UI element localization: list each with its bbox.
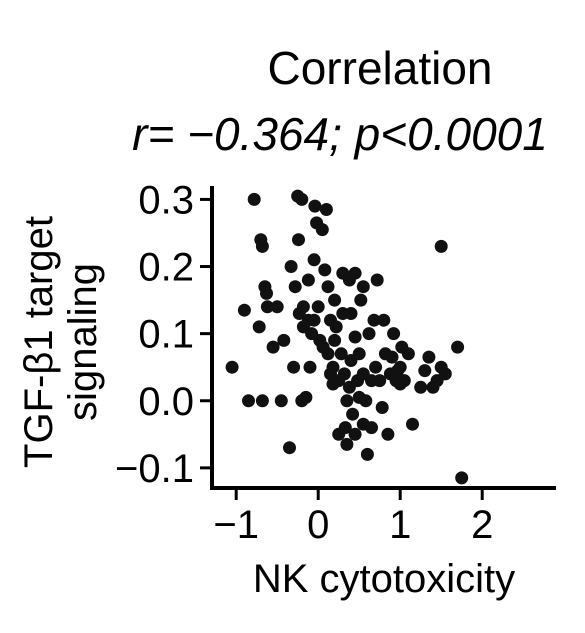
data-point-39 [318, 263, 332, 277]
x-tick-label: 1 [389, 503, 411, 547]
data-point-29 [303, 360, 317, 374]
y-tick-label: 0.1 [138, 313, 194, 357]
data-point-45 [326, 360, 340, 374]
data-point-86 [381, 427, 395, 441]
data-point-93 [393, 360, 407, 374]
data-point-81 [370, 273, 384, 287]
data-point-99 [418, 364, 432, 378]
data-point-42 [321, 347, 335, 361]
data-point-14 [277, 333, 291, 347]
data-point-24 [296, 300, 310, 314]
ticks: −0.1 0.0 0.1 0.2 0.3 −1 0 1 2 [115, 178, 493, 547]
data-point-52 [334, 347, 348, 361]
axes [210, 186, 556, 490]
data-point-100 [422, 350, 436, 364]
data-point-17 [287, 360, 301, 374]
x-tick-label: 2 [471, 503, 493, 547]
data-point-55 [337, 367, 351, 381]
data-point-18 [288, 280, 302, 294]
data-point-103 [434, 239, 448, 253]
data-point-70 [354, 293, 368, 307]
data-point-33 [308, 199, 322, 213]
data-point-47 [328, 293, 342, 307]
data-point-40 [319, 203, 333, 216]
data-point-1 [237, 303, 251, 317]
data-point-75 [360, 447, 374, 461]
data-point-26 [299, 390, 313, 404]
data-point-56 [338, 421, 352, 435]
data-point-65 [348, 330, 362, 344]
data-point-97 [406, 417, 419, 431]
y-tick-label: 0.3 [138, 178, 194, 222]
chart-title: Correlation [268, 42, 493, 94]
data-point-48 [328, 333, 342, 347]
data-point-35 [311, 300, 325, 314]
data-point-58 [340, 437, 354, 451]
data-point-37 [315, 223, 329, 237]
data-point-11 [266, 340, 280, 354]
data-point-32 [307, 253, 321, 267]
y-axis-label-line-2: signaling [61, 263, 105, 421]
data-point-88 [385, 350, 399, 364]
data-point-27 [301, 273, 315, 287]
data-point-0 [225, 360, 239, 374]
data-point-57 [340, 394, 354, 408]
data-point-84 [377, 313, 391, 327]
x-axis-label: NK cytotoxicity [253, 557, 515, 601]
data-point-80 [369, 360, 383, 374]
data-point-3 [247, 192, 261, 206]
data-point-74 [359, 394, 373, 408]
data-point-79 [367, 313, 381, 327]
points-layer [225, 189, 469, 485]
y-tick-label: 0.2 [138, 246, 194, 290]
x-tick-label: −1 [213, 503, 259, 547]
data-point-15 [283, 441, 296, 455]
y-tick-label: 0.0 [138, 380, 194, 424]
data-point-66 [348, 427, 362, 441]
data-point-16 [284, 260, 298, 273]
data-point-2 [242, 394, 255, 408]
data-point-76 [362, 327, 376, 341]
data-point-105 [438, 367, 452, 381]
data-point-78 [365, 421, 378, 435]
data-point-13 [274, 394, 288, 408]
data-point-106 [451, 340, 465, 354]
data-point-71 [356, 280, 370, 294]
data-point-89 [387, 327, 401, 341]
data-point-9 [260, 286, 273, 300]
y-axis-label-line-1: TGF-β1 target [17, 216, 61, 468]
data-point-49 [329, 320, 343, 334]
y-tick-label: −0.1 [115, 447, 194, 491]
data-point-98 [414, 380, 428, 394]
data-point-10 [260, 300, 274, 314]
data-point-107 [455, 471, 469, 485]
data-point-6 [255, 239, 269, 253]
data-point-62 [344, 307, 358, 320]
data-point-96 [401, 347, 415, 361]
data-point-63 [346, 407, 360, 421]
y-axis-label: TGF-β1 target signaling [17, 216, 105, 468]
data-point-31 [307, 313, 321, 327]
data-point-12 [270, 300, 284, 314]
data-point-22 [295, 192, 309, 206]
data-point-64 [348, 266, 362, 280]
data-point-41 [321, 280, 335, 294]
data-point-95 [397, 374, 411, 388]
data-point-68 [352, 347, 366, 361]
data-point-83 [375, 401, 389, 414]
data-point-4 [252, 320, 266, 334]
data-point-7 [255, 394, 269, 408]
chart-subtitle: r= −0.364; p<0.0001 [132, 108, 548, 160]
data-point-82 [373, 374, 387, 388]
x-tick-label: 0 [307, 503, 329, 547]
data-point-20 [292, 233, 305, 247]
